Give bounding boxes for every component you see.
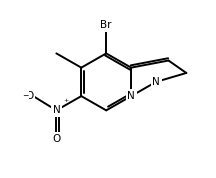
Text: −: − xyxy=(22,92,29,101)
Text: N: N xyxy=(127,91,135,101)
Text: Br: Br xyxy=(100,20,112,30)
Text: N: N xyxy=(152,77,160,87)
Text: +: + xyxy=(64,98,69,103)
Text: O: O xyxy=(52,134,60,144)
Text: N: N xyxy=(52,105,60,115)
Text: O: O xyxy=(25,91,33,101)
